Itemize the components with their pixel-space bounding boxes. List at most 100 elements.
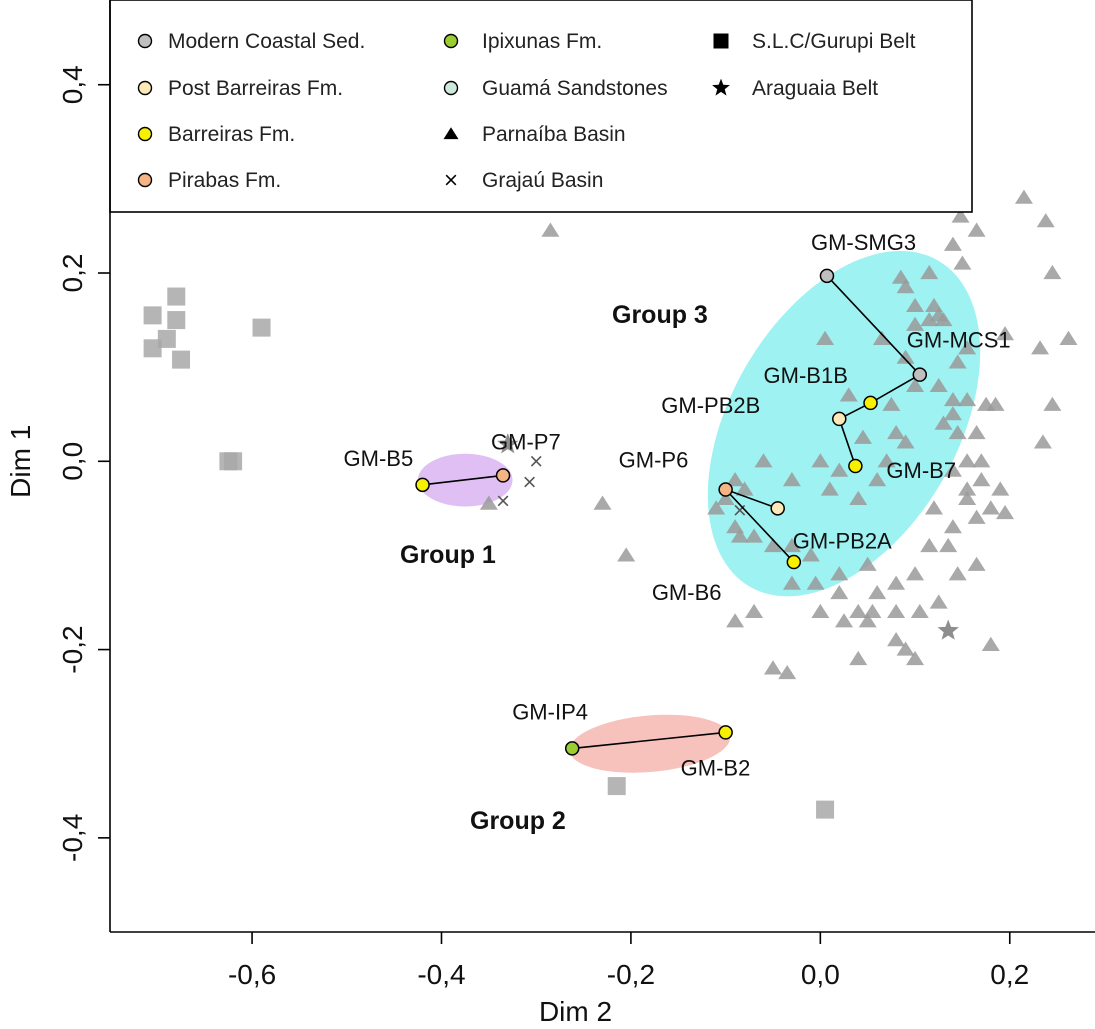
sample-point-gm-pb2b [832,411,847,427]
sample-link [725,488,795,563]
parnaiba-basin-point [896,641,915,656]
y-tick-label: -0,2 [57,625,88,673]
parnaiba-basin-point [730,528,749,543]
sample-point-gm-b5 [415,477,430,493]
y-tick-label: 0,2 [57,254,88,293]
parnaiba-basin-point [1031,340,1050,355]
y-tick-label: -0,4 [57,814,88,862]
sample-label-gm-b1b: GM-B1B [764,363,848,388]
parnaiba-basin-point [849,490,868,506]
parnaiba-basin-point [1043,396,1062,411]
sample-point-gm-b1b [863,395,878,411]
labels-layer: GM-B5 GM-P7 GM-IP4 GM-B2 GM-SMG3 GM-MCS1 GM-B1… [344,230,1011,835]
sample-label-gm-pb2b: GM-PB2B [661,393,760,418]
sample-point-gm-b6 [786,554,802,570]
parnaiba-basin-point [617,547,636,562]
parnaiba-basin-point [996,504,1015,520]
parnaiba-basin-point [868,584,887,600]
sample-label-gm-b7: GM-B7 [886,458,956,483]
x-tick-label: -0,2 [607,959,655,990]
parnaiba-basin-point [1014,189,1033,204]
legend-label-s-l-c-gurupi-belt: S.L.C/Gurupi Belt [752,30,916,53]
parnaiba-basin-point [830,566,849,581]
parnaiba-basin-point [951,208,970,223]
sample-point-gm-b2 [718,725,733,740]
parnaiba-basin-point [835,613,854,628]
sample-link [838,418,857,467]
parnaiba-basin-point [816,330,835,345]
sample-label-gm-p7: GM-P7 [491,429,561,454]
parnaiba-basin-point [896,349,915,364]
s-l-c-gurupi-belt-point [816,800,835,819]
y-axis-label: Dim 1 [5,425,36,498]
legend-marker-guama-sandstones [443,80,459,96]
s-l-c-gurupi-belt-point [143,339,162,358]
group-label-group-2: Group 2 [470,807,566,835]
legend-marker-araguaia-belt [712,78,730,96]
parnaiba-basin-point [830,462,849,477]
parnaiba-basin-point [929,594,948,609]
parnaiba-basin-point [896,279,915,294]
sample-point-gm-p7 [495,468,511,483]
parnaiba-basin-point [948,424,967,440]
parnaiba-basin-point [1036,213,1055,228]
parnaiba-basin-point [801,547,820,562]
parnaiba-basin-point [920,311,939,327]
parnaiba-basin-point [943,519,962,534]
parnaiba-basin-point [745,528,764,543]
s-l-c-gurupi-belt-point [252,318,271,337]
x-tick-label: 0,2 [990,959,1029,990]
sample-link [725,488,778,510]
parnaiba-basin-point [763,660,782,675]
legend: Modern Coastal Sed. Post Barreiras Fm. Bar… [109,0,973,213]
parnaiba-basin-point [958,490,977,506]
parnaiba-basin-point [967,424,986,440]
x-axis-label: Dim 2 [539,996,612,1027]
parnaiba-basin-point [782,472,801,487]
group-label-group-3: Group 3 [612,301,708,329]
sample-label-gm-ip4: GM-IP4 [512,699,588,724]
parnaiba-basin-point [1043,264,1062,280]
araguaia-belt-point [497,433,519,454]
parnaiba-basin-point [763,537,782,553]
parnaiba-basin-point [920,264,939,280]
y-tick-label: 0,0 [57,442,88,481]
parnaiba-basin-point [593,495,612,510]
parnaiba-basin-point [887,424,906,440]
parnaiba-basin-point [877,453,896,468]
parnaiba-basin-point [924,500,943,515]
parnaiba-basin-point [782,537,801,553]
sample-link [826,275,921,376]
legend-marker-s-l-c-gurupi-belt [713,33,729,49]
parnaiba-basin-point [1059,330,1078,345]
background-points-layer [143,189,1078,819]
parnaiba-basin-point [958,340,977,355]
parnaiba-basin-point [958,453,977,468]
legend-marker-pirabas-fm [137,172,153,188]
parnaiba-basin-point [872,330,891,345]
parnaiba-basin-point [716,490,735,506]
parnaiba-basin-point [849,603,868,618]
parnaiba-basin-point [972,453,991,468]
sample-label-gm-pb2a: GM-PB2A [793,528,892,553]
parnaiba-basin-point [1033,434,1052,449]
sample-label-gm-b2: GM-B2 [681,755,751,780]
sample-links-layer [422,275,921,750]
parnaiba-basin-point [934,415,953,430]
parnaiba-basin-point [858,556,877,571]
sample-label-gm-mcs1: GM-MCS1 [907,328,1011,353]
parnaiba-basin-point [981,636,1000,651]
legend-marker-barreiras-fm [137,126,153,142]
legend-label-post-barreiras-fm: Post Barreiras Fm. [168,77,343,100]
parnaiba-basin-point [906,377,925,393]
parnaiba-basin-point [887,603,906,618]
parnaiba-basin-point [906,650,925,666]
parnaiba-basin-point [910,603,929,618]
grajau-basin-point [530,455,542,467]
legend-label-modern-coastal-sed: Modern Coastal Sed. [168,30,365,53]
legend-marker-grajau-basin [445,174,457,186]
legend-box [109,0,973,213]
parnaiba-basin-point [896,434,915,449]
parnaiba-basin-point [887,575,906,590]
parnaiba-basin-point [726,472,745,487]
